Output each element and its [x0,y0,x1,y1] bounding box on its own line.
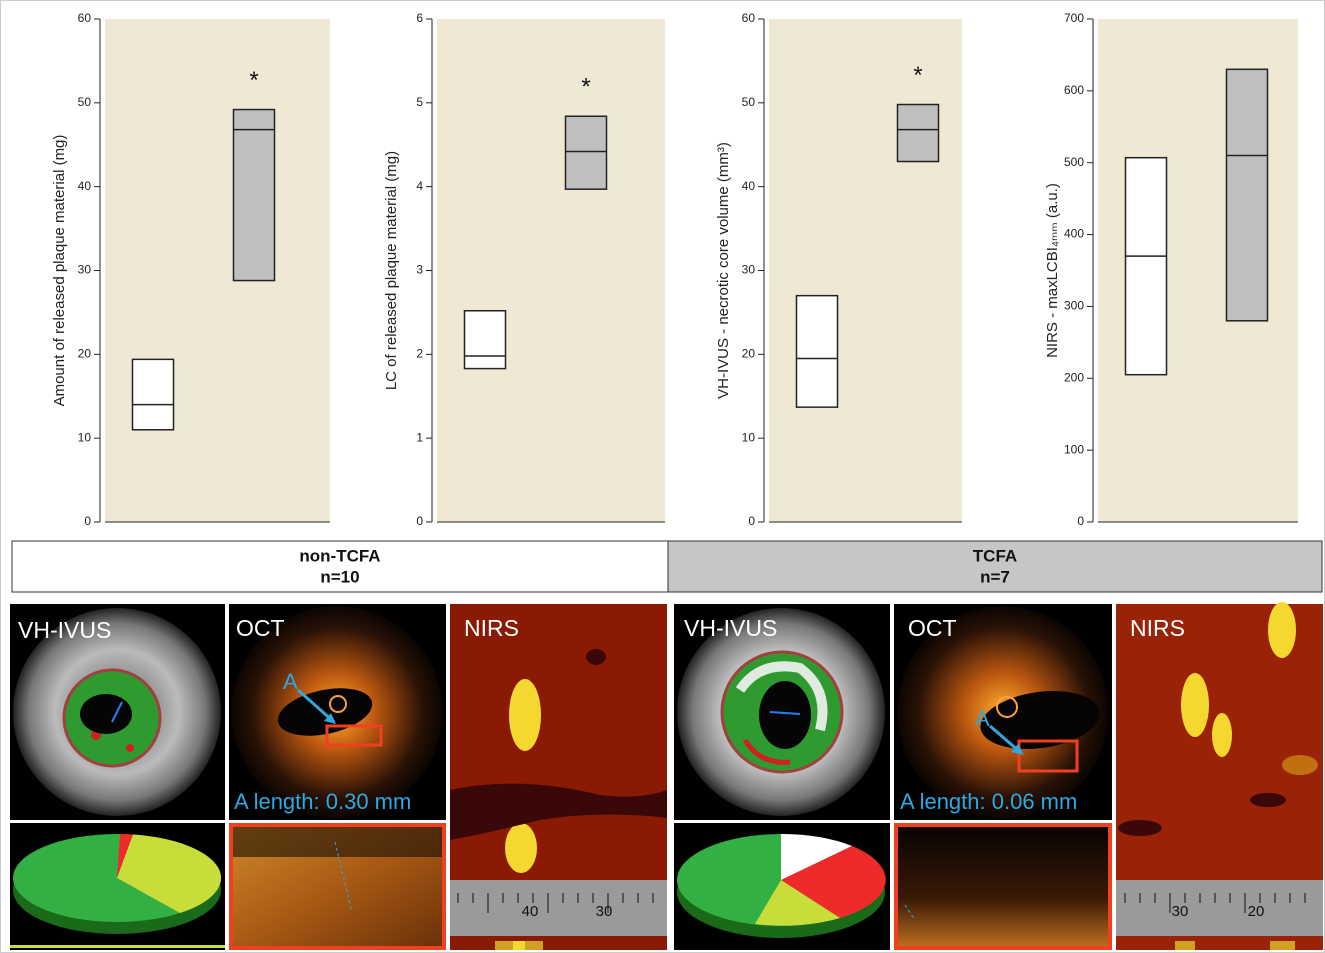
y-tick-label: 10 [78,430,92,444]
group-n: n=7 [980,567,1010,586]
image-caption: A length: 0.30 mm [234,789,411,814]
y-tick-label: 20 [78,347,92,361]
y-tick-label: 2 [416,347,423,361]
y-tick-label: 5 [416,95,423,109]
image-caption: A length: 0.06 mm [900,789,1077,814]
group-n: n=10 [320,567,359,586]
significance-mark: * [913,62,922,89]
y-tick-label: 4 [416,179,423,193]
oct-image: A OCT A length: 0.06 mm [894,604,1112,820]
image-label: VH-IVUS [18,617,111,643]
image-label: OCT [236,615,285,641]
y-tick-label: 1 [416,430,423,444]
y-tick-label: 300 [1064,299,1084,313]
box [234,110,275,281]
y-tick-label: 50 [78,95,92,109]
y-tick-label: 3 [416,263,423,277]
scale-label: 30 [1172,903,1189,920]
y-tick-label: 40 [78,179,92,193]
box [797,296,838,407]
y-tick-label: 40 [742,179,756,193]
y-tick-label: 100 [1064,442,1084,456]
image-marker: A [283,669,298,694]
scale-label: 30 [596,903,613,920]
oct-zoom [896,825,1110,948]
scale-label: 40 [522,903,539,920]
y-tick-label: 700 [1064,11,1084,25]
ivus-image: VH-IVUS [674,604,890,820]
y-tick-label: 6 [416,11,423,25]
y-tick-label: 0 [416,514,423,528]
y-tick-label: 30 [742,263,756,277]
plot-area [105,19,330,522]
y-axis-label: Amount of released plaque material (mg) [51,135,68,407]
y-axis-label: NIRS - maxLCBI₄ₘₘ (a.u.) [1044,183,1061,358]
pie-image [10,823,225,950]
y-tick-label: 200 [1064,370,1084,384]
oct-image: A OCT A length: 0.30 mm [229,604,446,820]
significance-mark: * [581,74,590,101]
box [465,311,506,369]
image-label: VH-IVUS [684,615,777,641]
image-label: OCT [908,615,957,641]
figure: 0102030405060Amount of released plaque m… [0,0,1325,953]
pie-image [674,823,890,950]
nirs-image: NIRS 40 30 [450,604,667,950]
nirs-image: NIRS 30 20 [1116,602,1323,950]
y-tick-label: 600 [1064,83,1084,97]
box [566,116,607,189]
y-tick-label: 400 [1064,227,1084,241]
box [1126,158,1167,375]
y-tick-label: 20 [742,347,756,361]
scale-label: 20 [1248,903,1265,920]
plot-area [437,19,665,522]
y-tick-label: 60 [742,11,756,25]
page: 0102030405060Amount of released plaque m… [0,0,1325,953]
y-axis-label: LC of released plaque material (mg) [383,151,400,390]
y-axis-label: VH-IVUS - necrotic core volume (mm³) [715,142,732,399]
box [1227,69,1268,320]
y-tick-label: 50 [742,95,756,109]
box [898,105,939,162]
y-tick-label: 30 [78,263,92,277]
image-label: NIRS [1130,615,1185,641]
y-tick-label: 10 [742,430,756,444]
y-tick-label: 0 [1077,514,1084,528]
y-tick-label: 0 [748,514,755,528]
y-tick-label: 60 [78,11,92,25]
ivus-image: VH-IVUS [10,604,225,820]
y-tick-label: 0 [84,514,91,528]
group-name: non-TCFA [299,546,380,565]
group-name: TCFA [973,546,1017,565]
plot-area [769,19,962,522]
oct-zoom [231,825,444,948]
y-tick-label: 500 [1064,155,1084,169]
significance-mark: * [249,67,258,94]
image-label: NIRS [464,615,519,641]
box [133,359,174,429]
image-marker: A [975,706,990,731]
